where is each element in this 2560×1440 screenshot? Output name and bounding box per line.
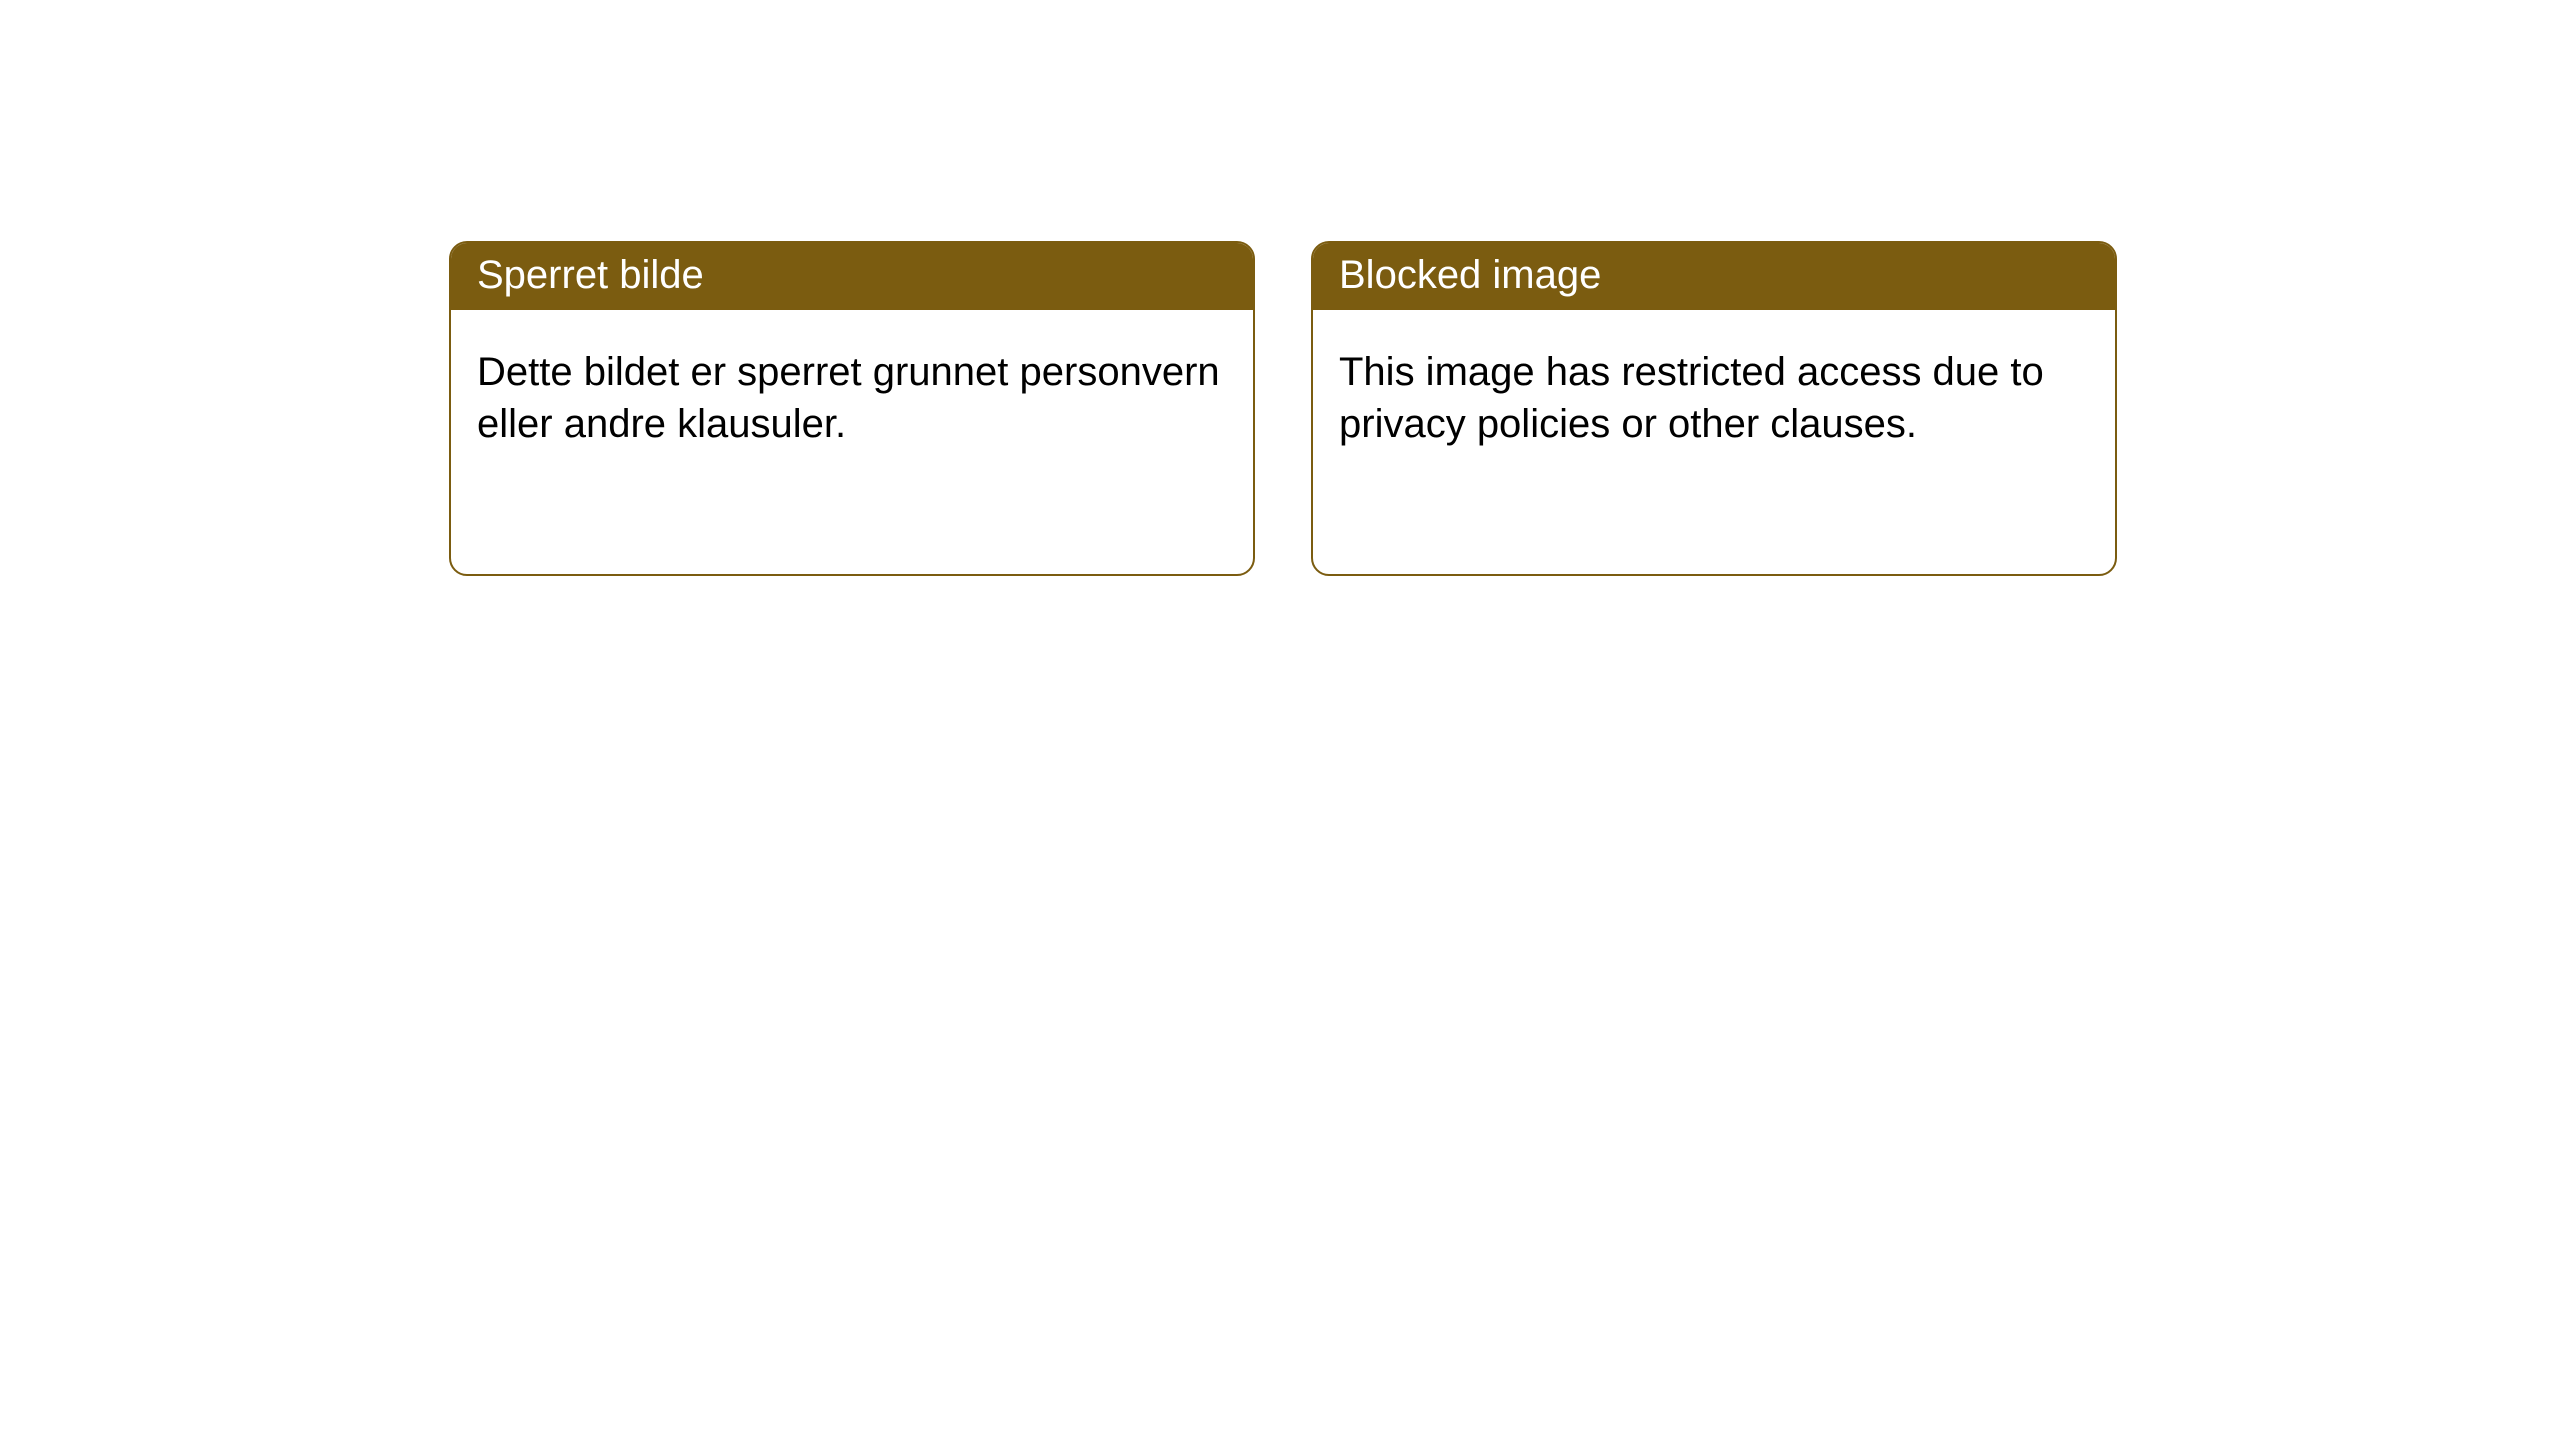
notice-container: Sperret bilde Dette bildet er sperret gr… (0, 0, 2560, 576)
notice-title: Sperret bilde (451, 243, 1253, 310)
notice-body: This image has restricted access due to … (1313, 310, 2115, 486)
notice-card-norwegian: Sperret bilde Dette bildet er sperret gr… (449, 241, 1255, 576)
notice-card-english: Blocked image This image has restricted … (1311, 241, 2117, 576)
notice-body: Dette bildet er sperret grunnet personve… (451, 310, 1253, 486)
notice-title: Blocked image (1313, 243, 2115, 310)
